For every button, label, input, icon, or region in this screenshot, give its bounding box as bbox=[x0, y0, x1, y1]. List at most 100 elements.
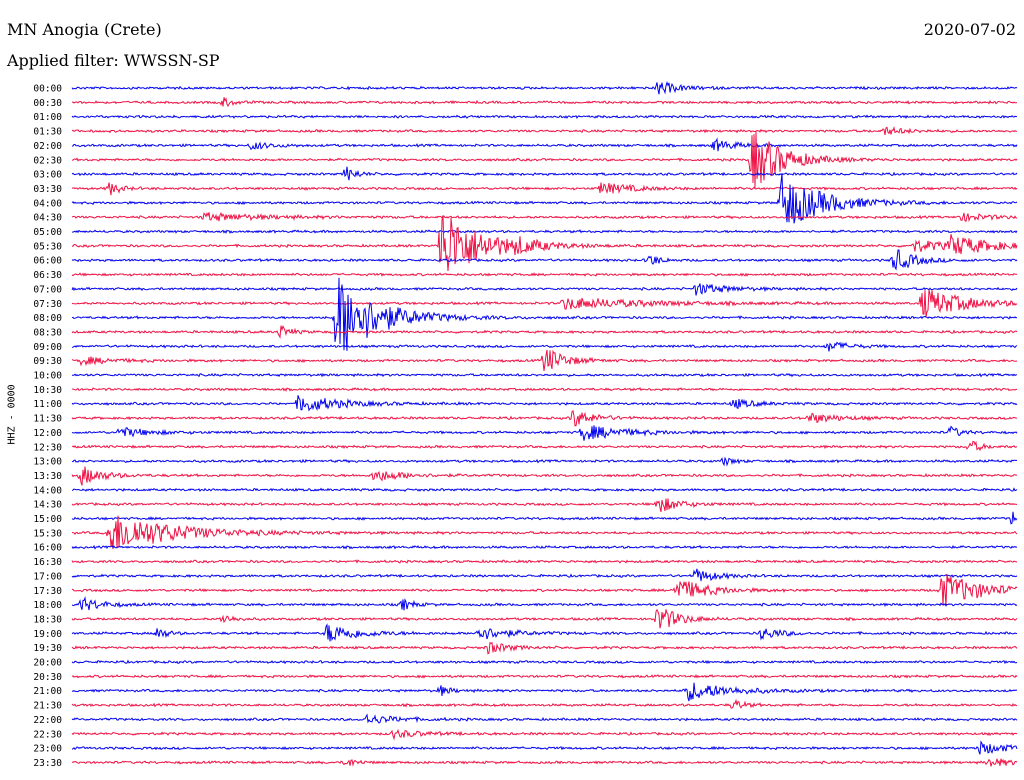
trace-row-2330 bbox=[71, 758, 1018, 767]
row-label-2130: 21:30 bbox=[33, 701, 62, 712]
trace-row-1530 bbox=[71, 515, 1018, 550]
row-label-2030: 20:30 bbox=[33, 672, 62, 683]
row-label-0800: 08:00 bbox=[33, 313, 62, 324]
trace-row-2230 bbox=[71, 728, 1018, 741]
trace-row-0400 bbox=[71, 173, 1018, 224]
station-title: MN Anogia (Crete) bbox=[7, 20, 162, 39]
trace-row-2000 bbox=[71, 659, 1018, 665]
trace-row-1700 bbox=[71, 568, 1018, 582]
row-label-0030: 00:30 bbox=[33, 98, 62, 109]
trace-row-0600 bbox=[71, 249, 1018, 271]
row-label-0630: 06:30 bbox=[33, 270, 62, 281]
row-label-0600: 06:00 bbox=[33, 256, 62, 267]
date-label: 2020-07-02 bbox=[923, 20, 1016, 39]
trace-row-2030 bbox=[71, 673, 1018, 679]
trace-row-1800 bbox=[71, 596, 1018, 611]
row-label-0430: 04:30 bbox=[33, 213, 62, 224]
trace-row-0230 bbox=[72, 131, 1018, 189]
row-label-1900: 19:00 bbox=[33, 629, 62, 640]
row-label-0300: 03:00 bbox=[33, 170, 62, 181]
trace-row-0430 bbox=[72, 211, 1018, 223]
trace-row-1430 bbox=[71, 498, 1018, 513]
row-label-1000: 10:00 bbox=[33, 371, 62, 382]
row-label-1200: 12:00 bbox=[33, 428, 62, 439]
trace-row-0130 bbox=[71, 126, 1018, 135]
trace-row-1400 bbox=[71, 487, 1018, 493]
trace-row-0100 bbox=[71, 114, 1018, 120]
row-label-1330: 13:30 bbox=[33, 471, 62, 482]
trace-row-1830 bbox=[71, 608, 1018, 629]
row-label-1600: 16:00 bbox=[33, 543, 62, 554]
row-label-0000: 00:00 bbox=[33, 84, 62, 95]
row-label-2300: 23:00 bbox=[33, 744, 62, 755]
trace-row-0630 bbox=[71, 272, 1017, 277]
trace-row-1330 bbox=[71, 466, 1018, 486]
filter-label: Applied filter: WWSSN-SP bbox=[7, 51, 220, 70]
trace-row-0900 bbox=[71, 341, 1018, 352]
trace-row-2300 bbox=[71, 740, 1018, 755]
row-label-1700: 17:00 bbox=[33, 571, 62, 582]
row-label-0330: 03:30 bbox=[33, 184, 62, 195]
trace-row-1630 bbox=[71, 559, 1018, 564]
trace-row-1500 bbox=[71, 511, 1018, 525]
row-label-1930: 19:30 bbox=[33, 643, 62, 654]
trace-row-0930 bbox=[71, 349, 1018, 371]
trace-row-1300 bbox=[71, 456, 1018, 467]
trace-row-0300 bbox=[71, 166, 1018, 181]
row-label-1800: 18:00 bbox=[33, 600, 62, 611]
trace-row-1000 bbox=[72, 372, 1018, 378]
row-label-2330: 23:30 bbox=[33, 758, 62, 769]
row-label-1730: 17:30 bbox=[33, 586, 62, 597]
row-label-0900: 09:00 bbox=[33, 342, 62, 353]
row-label-1500: 15:00 bbox=[33, 514, 62, 525]
trace-row-0330 bbox=[71, 182, 1018, 196]
trace-row-1230 bbox=[71, 440, 1018, 452]
row-label-1630: 16:30 bbox=[33, 557, 62, 568]
row-label-1100: 11:00 bbox=[33, 399, 62, 410]
trace-row-1900 bbox=[71, 623, 1018, 642]
row-label-0500: 05:00 bbox=[33, 227, 62, 238]
trace-row-1600 bbox=[71, 544, 1018, 550]
trace-row-2130 bbox=[71, 698, 1018, 709]
row-label-0200: 02:00 bbox=[33, 141, 62, 152]
trace-row-0500 bbox=[71, 229, 1018, 234]
row-label-1230: 12:30 bbox=[33, 442, 62, 453]
row-label-0230: 02:30 bbox=[33, 155, 62, 166]
row-label-2200: 22:00 bbox=[33, 715, 62, 726]
trace-row-0030 bbox=[71, 97, 1018, 108]
row-label-0530: 05:30 bbox=[33, 241, 62, 252]
row-label-0400: 04:00 bbox=[33, 198, 62, 209]
row-label-2000: 20:00 bbox=[33, 658, 62, 669]
row-label-0130: 01:30 bbox=[33, 127, 62, 138]
row-label-1530: 15:30 bbox=[33, 528, 62, 539]
row-label-1300: 13:00 bbox=[33, 457, 62, 468]
trace-row-1730 bbox=[72, 574, 1018, 607]
trace-row-0830 bbox=[71, 324, 1018, 339]
row-label-1130: 11:30 bbox=[33, 414, 62, 425]
trace-row-1100 bbox=[71, 395, 1018, 412]
row-label-1400: 14:00 bbox=[33, 485, 62, 496]
row-label-2100: 21:00 bbox=[33, 686, 62, 697]
row-label-2230: 22:30 bbox=[33, 729, 62, 740]
row-label-0730: 07:30 bbox=[33, 299, 62, 310]
trace-row-0730 bbox=[71, 289, 1018, 318]
trace-row-0700 bbox=[71, 283, 1018, 296]
row-label-0700: 07:00 bbox=[33, 284, 62, 295]
row-label-1430: 14:30 bbox=[33, 500, 62, 511]
trace-row-0000 bbox=[71, 81, 1018, 95]
row-label-1030: 10:30 bbox=[33, 385, 62, 396]
trace-row-0530 bbox=[71, 215, 1018, 272]
trace-row-0800 bbox=[71, 277, 1018, 351]
row-label-0830: 08:30 bbox=[33, 327, 62, 338]
trace-row-2200 bbox=[71, 713, 1018, 724]
trace-row-1030 bbox=[71, 387, 1018, 392]
row-label-0100: 01:00 bbox=[33, 112, 62, 123]
row-label-0930: 09:30 bbox=[33, 356, 62, 367]
row-label-1830: 18:30 bbox=[33, 614, 62, 625]
trace-row-1930 bbox=[71, 641, 1018, 655]
trace-row-1200 bbox=[71, 425, 1018, 441]
trace-row-0200 bbox=[71, 137, 1018, 152]
trace-row-2100 bbox=[71, 682, 1018, 702]
trace-row-1130 bbox=[71, 410, 1018, 427]
